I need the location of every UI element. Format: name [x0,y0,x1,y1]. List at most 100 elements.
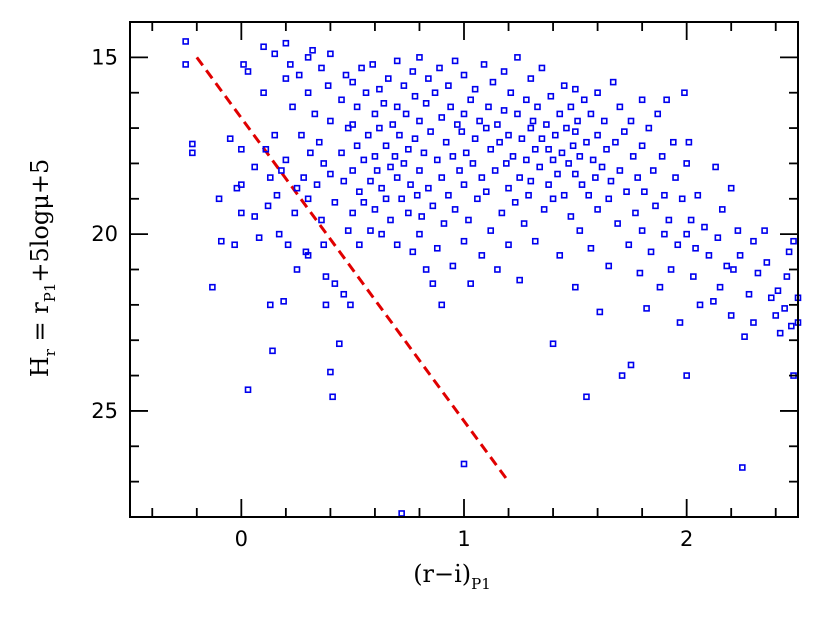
scatter-point [491,167,499,174]
scatter-point [772,312,780,319]
y-label-r-sub: P1 [41,283,59,303]
scatter-point [278,167,285,174]
scatter-point [572,85,579,93]
scatter-point [594,89,601,97]
scatter-point [295,71,303,79]
scatter-point [583,138,590,146]
scatter-point [678,195,686,203]
scatter-point [623,188,630,196]
scatter-point [425,184,432,192]
scatter-point [545,181,552,188]
scatter-point [618,372,626,379]
scatter-point [322,273,330,280]
scatter-point [583,393,590,401]
scatter-point [327,117,334,125]
scatter-point [605,195,613,203]
scatter-point [503,160,510,167]
scatter-point [761,227,768,234]
scatter-point [523,96,530,104]
scatter-point [656,283,664,291]
scatter-point [451,57,459,65]
scatter-point [723,262,731,270]
scatter-point [505,241,512,249]
scatter-point [260,43,267,51]
scatter-point [496,138,503,146]
scatter-point [416,54,423,61]
scatter-point [612,138,619,146]
scatter-point [282,39,290,47]
scatter-point [551,131,559,139]
scatter-point [683,160,690,167]
scatter-point [638,142,646,150]
scatter-point [476,117,483,125]
scatter-point [400,82,408,89]
scatter-point [349,167,356,174]
scatter-point [449,262,457,270]
scatter-point [367,227,374,234]
scatter-point [209,283,216,291]
scatter-point [324,82,332,89]
scatter-point [629,153,637,160]
scatter-point [509,153,517,160]
scatter-point [344,124,352,132]
scatter-point [514,54,521,61]
scatter-point [371,153,379,160]
scatter-point [342,71,350,79]
scatter-point [600,117,608,125]
scatter-point [469,160,477,167]
x-tick-label: 2 [680,527,693,551]
scatter-point [685,138,693,146]
scatter-point [536,163,544,171]
scatter-point [471,85,479,93]
scatter-point [505,131,512,139]
scatter-point [396,131,403,139]
scatter-point [638,96,646,104]
scatter-point [627,117,635,125]
scatter-point [474,195,481,203]
scatter-point [266,301,274,309]
scatter-point [304,54,312,61]
scatter-point [776,329,784,337]
scatter-point [260,89,267,97]
scatter-point [649,167,657,174]
scatter-point [445,191,452,199]
scatter-point [189,140,196,148]
scatter-point [318,64,325,72]
y-tick-label: 20 [91,222,118,246]
scatter-point [429,280,437,287]
scatter-point [393,241,401,249]
scatter-point [275,230,283,238]
scatter-point [376,85,383,93]
scatter-point [767,294,775,302]
scatter-point [516,276,523,284]
scatter-point [627,361,635,369]
scatter-point [692,244,699,252]
scatter-point [705,252,713,259]
scatter-point [240,61,247,68]
scatter-point [293,266,301,273]
scatter-point [344,227,352,234]
scatter-point [560,82,568,89]
scatter-point [182,38,189,45]
scatter-point [540,206,548,213]
scatter-point [411,92,419,100]
scatter-point [447,103,454,111]
scatter-point [425,75,432,82]
scatter-point [663,96,670,104]
scatter-point [716,283,724,291]
scatter-point [549,340,557,348]
scatter-point [527,177,535,185]
scatter-point [718,206,726,213]
scatter-point [605,262,613,270]
scatter-point [774,287,782,295]
scatter-point [405,145,412,153]
scatter-point [393,57,401,65]
scatter-point [482,124,490,132]
scatter-point [373,167,381,174]
scatter-point [482,188,490,196]
scatter-point [418,213,425,220]
scatter-point [244,68,252,75]
scatter-point [311,110,319,118]
scatter-point [478,252,486,259]
